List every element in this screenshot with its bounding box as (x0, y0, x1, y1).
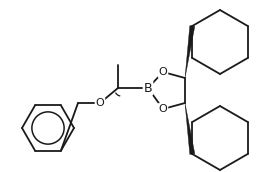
Polygon shape (185, 26, 195, 78)
Text: B: B (144, 82, 152, 94)
Polygon shape (185, 103, 195, 154)
Text: O: O (159, 104, 167, 114)
Text: O: O (96, 98, 104, 108)
Text: O: O (159, 67, 167, 77)
